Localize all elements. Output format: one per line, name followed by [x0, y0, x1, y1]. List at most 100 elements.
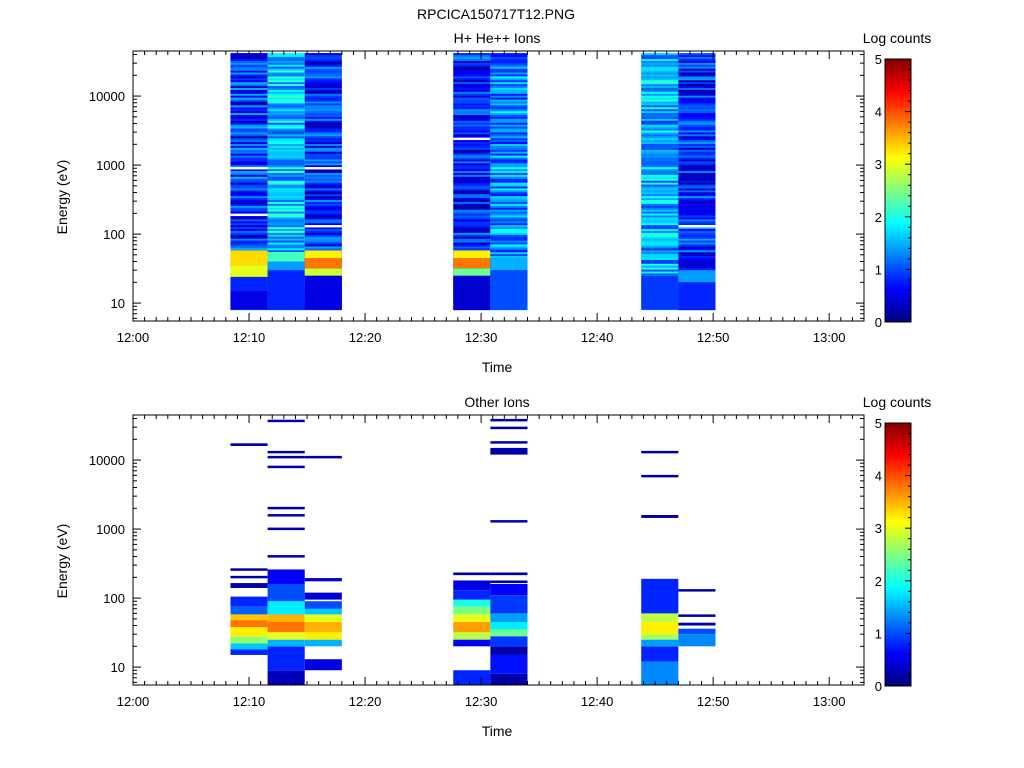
heatmap-cell	[267, 601, 305, 615]
heatmap-bin	[453, 195, 491, 199]
heatmap-bin	[267, 122, 305, 125]
heatmap-bin	[641, 232, 679, 235]
heatmap-bin	[304, 228, 342, 231]
heatmap-bin	[304, 240, 342, 243]
heatmap-bin	[641, 170, 679, 173]
heatmap-bin	[678, 170, 716, 173]
heatmap-bin	[230, 232, 268, 235]
heatmap-bin	[230, 170, 268, 173]
heatmap-bin	[267, 87, 305, 90]
heatmap-bin	[678, 72, 716, 75]
heatmap-bin	[267, 193, 305, 197]
heatmap-bin	[641, 81, 679, 85]
heatmap-cell	[230, 575, 268, 579]
heatmap-bin	[641, 118, 679, 121]
heatmap-bin	[230, 72, 268, 75]
heatmap-bin	[230, 70, 268, 73]
heatmap-bin	[490, 242, 528, 245]
heatmap-bin	[304, 153, 342, 156]
heatmap-bin	[453, 159, 491, 162]
heatmap-bin	[267, 112, 305, 116]
heatmap-bin	[230, 247, 268, 251]
heatmap-bin	[678, 104, 716, 108]
heatmap-bin	[267, 97, 305, 100]
heatmap-bin	[304, 114, 342, 117]
heatmap-bin	[678, 222, 716, 226]
heatmap-bin	[641, 180, 679, 183]
y-axis-label-bottom: Energy (eV)	[54, 524, 70, 599]
heatmap-bin	[230, 85, 268, 88]
heatmap-bin	[267, 217, 305, 220]
x-axis-bottom: 12:00 12:10 12:20 12:30 12:40 12:50 13:00	[117, 415, 865, 709]
heatmap-cell	[304, 601, 342, 609]
heatmap-cell	[230, 290, 268, 310]
heatmap-bin	[490, 153, 528, 156]
heatmap-bin	[453, 186, 491, 189]
heatmap-bin	[678, 101, 716, 104]
heatmap-bin	[678, 124, 716, 127]
heatmap-bin	[267, 124, 305, 127]
heatmap-cell	[641, 613, 679, 623]
heatmap-cell	[453, 572, 491, 576]
heatmap-bin	[453, 126, 491, 129]
heatmap-cell	[267, 251, 305, 262]
heatmap-bin	[230, 180, 268, 183]
heatmap-bin	[641, 155, 679, 158]
heatmap-bin	[453, 149, 491, 152]
heatmap-bin	[490, 103, 528, 106]
heatmap-bin	[267, 135, 305, 139]
heatmap-gap	[304, 225, 342, 228]
heatmap-cell	[304, 659, 342, 671]
heatmap-bin	[641, 174, 679, 177]
heatmap-bin	[490, 128, 528, 131]
heatmap-cell	[267, 670, 305, 685]
heatmap-bin	[678, 66, 716, 69]
heatmap-bin	[678, 151, 716, 154]
heatmap-bin	[678, 159, 716, 162]
heatmap-bin	[490, 193, 528, 197]
heatmap-bin	[267, 230, 305, 233]
heatmap-bin	[453, 91, 491, 94]
heatmap-cell	[267, 614, 305, 623]
heatmap-bin	[641, 103, 679, 106]
heatmap-bin	[267, 66, 305, 69]
heatmap-cell	[267, 639, 305, 647]
heatmap-cell	[304, 639, 342, 647]
heatmap-bin	[453, 74, 491, 77]
heatmap-gap	[230, 213, 268, 217]
heatmap-bin	[453, 124, 491, 127]
heatmap-cell	[267, 622, 305, 633]
heatmap-bin	[490, 124, 528, 127]
heatmap-bin	[230, 95, 268, 98]
heatmap-cell	[490, 258, 528, 271]
heatmap-cell	[304, 614, 342, 623]
heatmap-bin	[230, 135, 268, 139]
heatmap-bin	[678, 255, 716, 259]
heatmap-bin	[304, 197, 342, 201]
heatmap-cell	[230, 627, 268, 637]
heatmap-bin	[304, 135, 342, 139]
heatmap-bin	[267, 184, 305, 187]
heatmap-bin	[304, 137, 342, 141]
heatmap-bin	[453, 218, 491, 222]
heatmap-bin	[490, 58, 528, 61]
heatmap-bin	[490, 112, 528, 116]
heatmap-bin	[641, 58, 679, 61]
heatmap-cell	[678, 589, 716, 592]
heatmap-cell	[230, 614, 268, 621]
heatmap-bin	[678, 108, 716, 112]
heatmap-bin	[490, 110, 528, 114]
heatmap-bin	[230, 193, 268, 197]
heatmap-bin	[641, 130, 679, 133]
heatmap-bin	[267, 228, 305, 231]
heatmap-bin	[678, 155, 716, 158]
heatmap-bin	[453, 240, 491, 243]
heatmap-bin	[267, 164, 305, 168]
heatmap-bin	[490, 186, 528, 189]
heatmap-bin	[230, 137, 268, 141]
heatmap-bin	[453, 247, 491, 251]
heatmap-cell	[304, 455, 342, 459]
heatmap-bin	[641, 164, 679, 168]
heatmap-bin	[267, 64, 305, 67]
heatmap-bin	[490, 244, 528, 247]
